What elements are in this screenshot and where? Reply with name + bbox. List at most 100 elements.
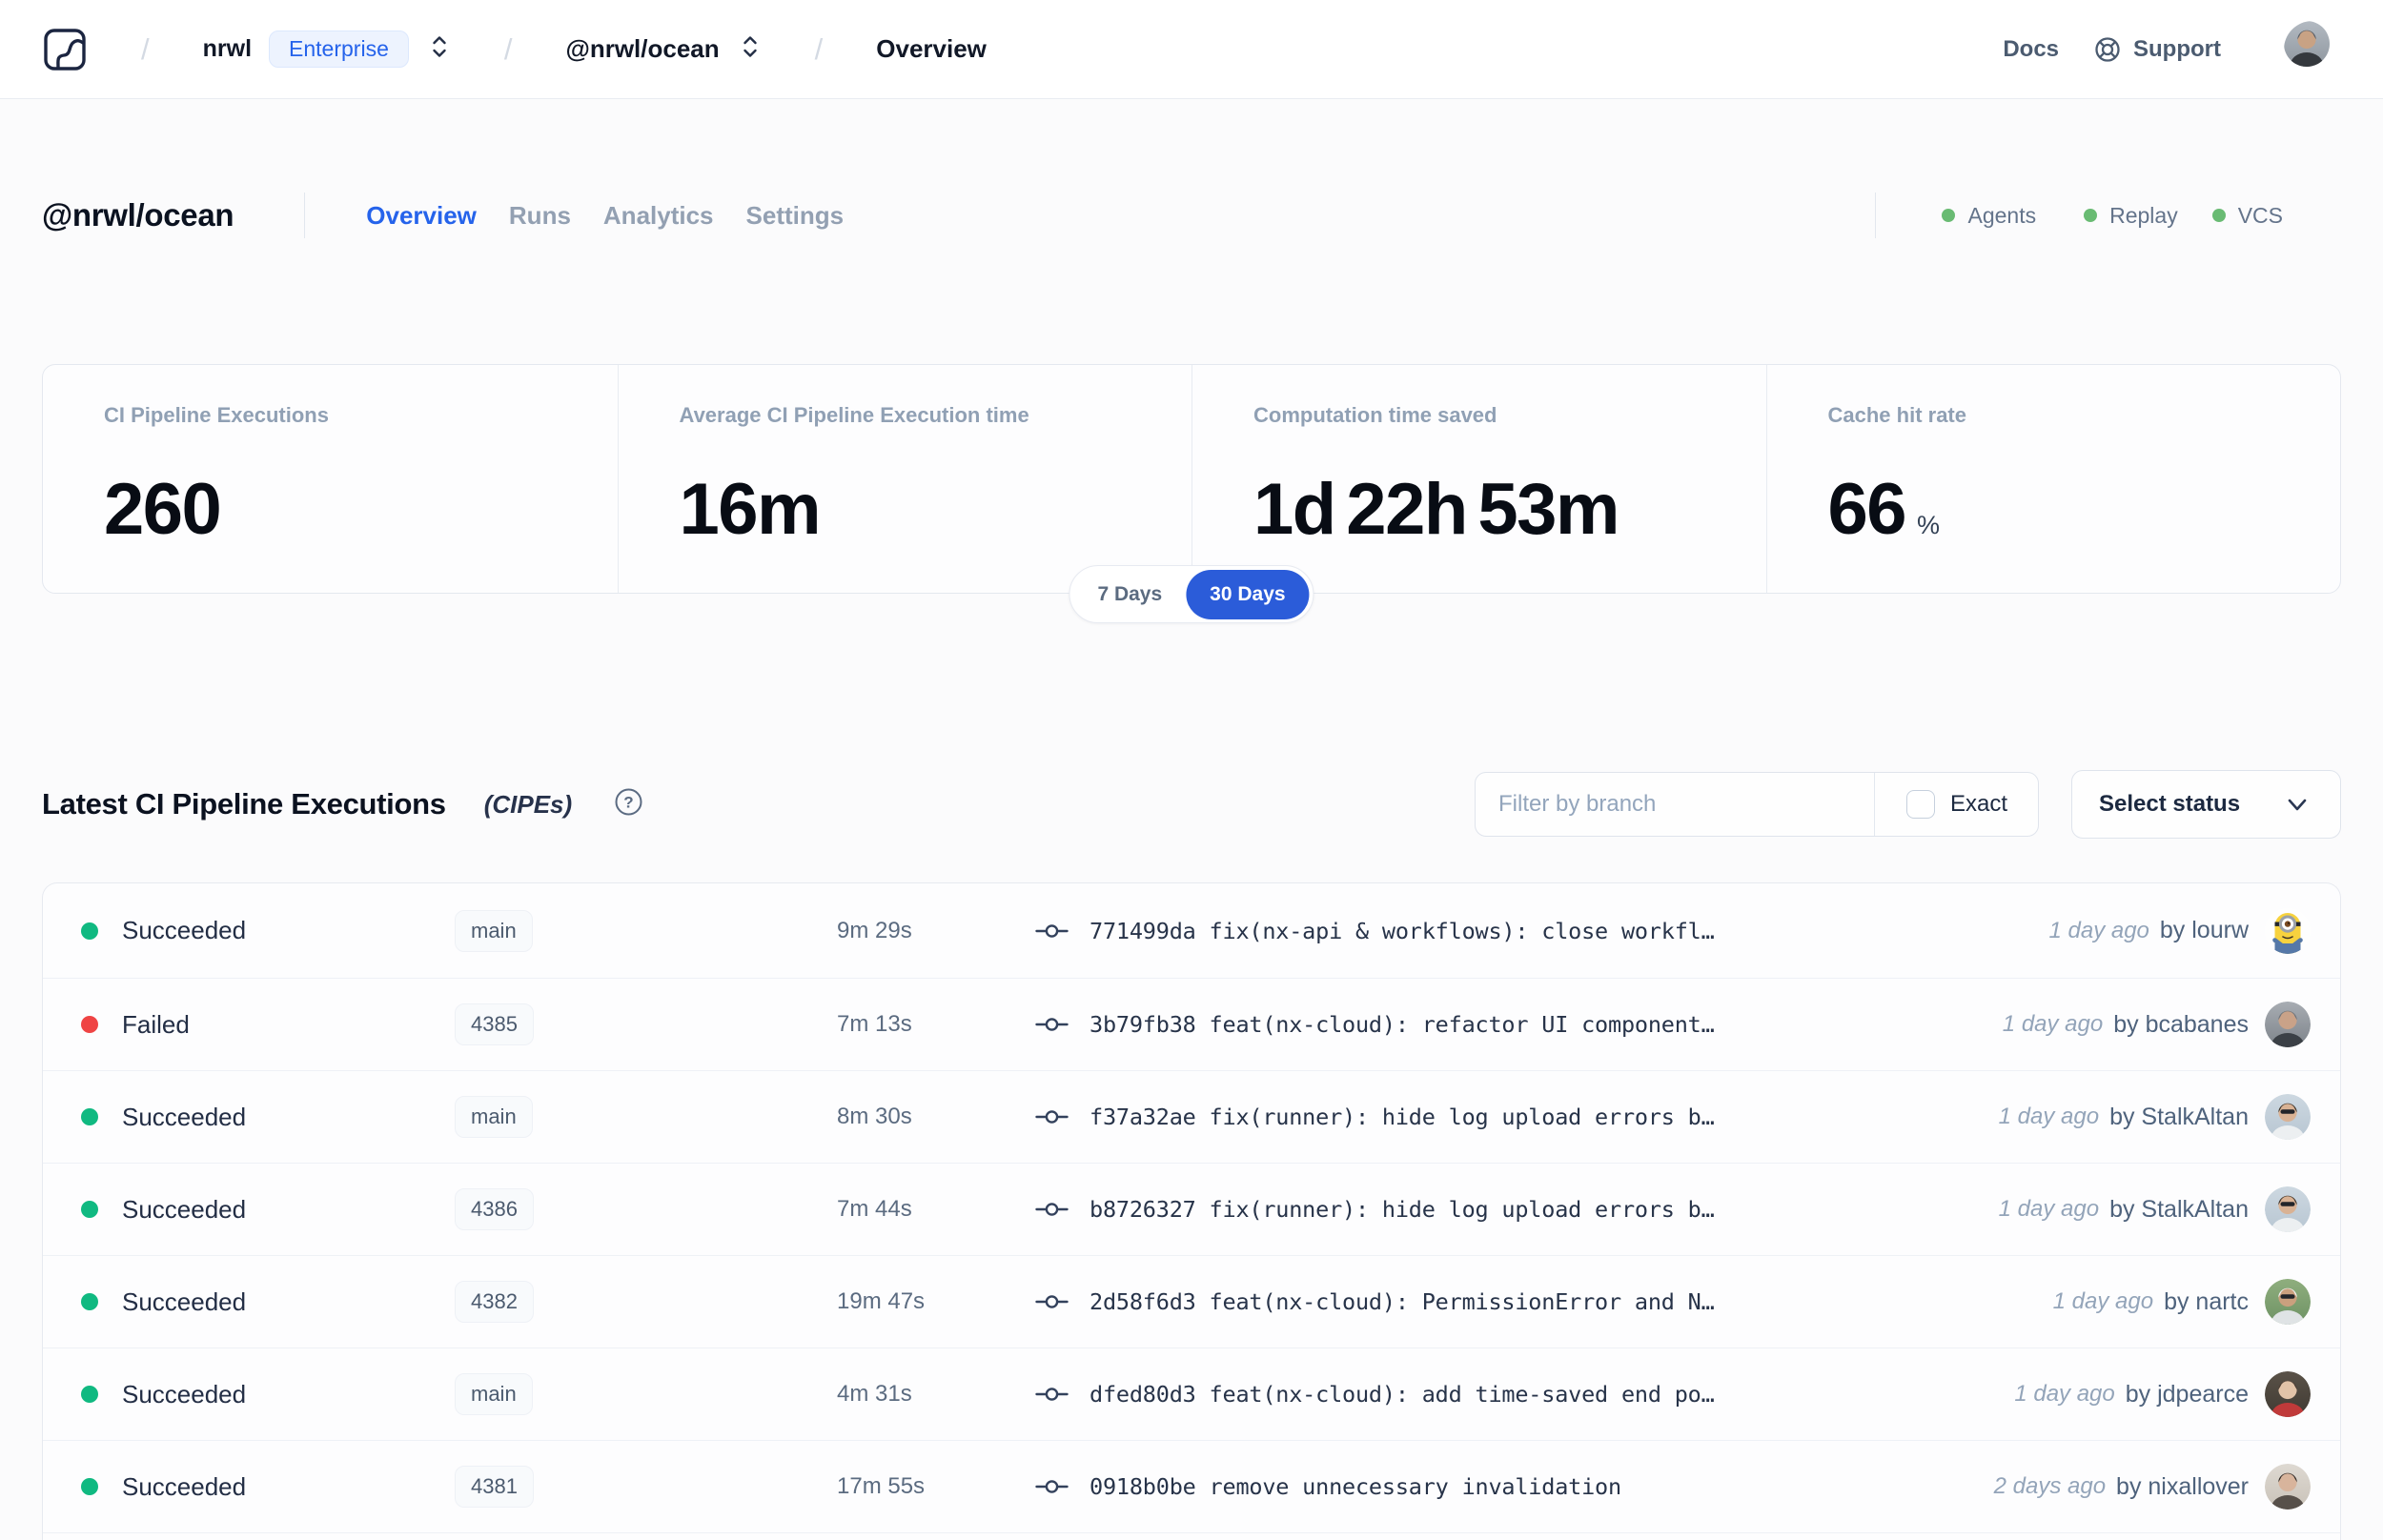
workspace-header: @nrwl/ocean Overview Runs Analytics Sett… <box>42 187 2341 244</box>
table-row[interactable]: Succeeded main 4m 31s dfed80d3 feat(nx-c… <box>43 1348 2340 1441</box>
run-time-ago: 2 days ago <box>1993 1473 2107 1499</box>
stat-cache-hit-rate: Cache hit rate 66% <box>1765 365 2341 593</box>
support-link-wrap[interactable]: Support <box>2093 35 2221 64</box>
branch-chip[interactable]: 4386 <box>455 1188 534 1230</box>
commit-text[interactable]: b8726327 fix(runner): hide log upload er… <box>1090 1196 1715 1223</box>
table-row[interactable]: Succeeded 4386 7m 44s b8726327 fix(runne… <box>43 1164 2340 1256</box>
run-meta-cell: 1 day ago by StalkAltan <box>1999 1186 2311 1232</box>
org-switcher-chevron-icon[interactable] <box>428 32 451 66</box>
run-duration: 19m 47s <box>837 1288 926 1314</box>
workspace-title: @nrwl/ocean <box>42 197 234 233</box>
green-dot-icon <box>1942 209 1956 222</box>
branch-chip[interactable]: 4382 <box>455 1281 534 1323</box>
range-30-days[interactable]: 30 Days <box>1186 569 1310 619</box>
breadcrumb: / nrwl Enterprise / @nrwl/ocean / Overvi… <box>42 27 987 72</box>
run-time-ago: 1 day ago <box>2002 1011 2104 1037</box>
run-branch-cell: 4381 <box>455 1466 837 1508</box>
git-commit-icon <box>1035 1295 1069 1308</box>
author-avatar[interactable] <box>2265 1002 2311 1047</box>
run-author: by nixallover <box>2116 1472 2249 1500</box>
commit-text[interactable]: dfed80d3 feat(nx-cloud): add time-saved … <box>1090 1381 1715 1408</box>
workspace-switcher-chevron-icon[interactable] <box>739 32 762 66</box>
run-status-cell: Succeeded <box>81 1103 455 1132</box>
run-commit-cell: f37a32ae fix(runner): hide log upload er… <box>1035 1104 1715 1130</box>
table-row[interactable]: Succeeded 4381 17m 55s 0918b0be remove u… <box>43 1441 2340 1533</box>
commit-text[interactable]: 3b79fb38 feat(nx-cloud): refactor UI com… <box>1090 1011 1715 1038</box>
branch-chip[interactable]: main <box>455 1373 533 1415</box>
git-commit-icon <box>1035 1480 1069 1493</box>
run-duration: 8m 30s <box>837 1104 912 1129</box>
tab-analytics[interactable]: Analytics <box>602 200 714 230</box>
table-row[interactable]: Succeeded 4382 19m 47s 2d58f6d3 feat(nx-… <box>43 1256 2340 1348</box>
stat-average-execution-time: Average CI Pipeline Execution time 16m <box>617 365 1192 593</box>
commit-text[interactable]: 2d58f6d3 feat(nx-cloud): PermissionError… <box>1090 1288 1715 1315</box>
status-select-dropdown[interactable]: Select status <box>2071 770 2341 839</box>
percent-unit: % <box>1917 511 1941 539</box>
run-duration: 17m 55s <box>837 1473 926 1499</box>
support-link[interactable]: Support <box>2133 35 2221 62</box>
cipe-controls: Exact Select status <box>1475 770 2341 839</box>
run-status-cell: Succeeded <box>81 1472 455 1502</box>
branch-filter-input[interactable] <box>1476 773 1874 836</box>
status-agents[interactable]: Agents <box>1942 203 2036 229</box>
branch-chip[interactable]: 4385 <box>455 1003 534 1045</box>
status-dot-icon <box>81 1016 98 1033</box>
run-branch-cell: 4382 <box>455 1281 837 1323</box>
table-row[interactable]: Succeeded main 9m 29s 771499da fix(nx-ap… <box>43 883 2340 979</box>
breadcrumb-workspace[interactable]: @nrwl/ocean <box>565 34 720 63</box>
run-commit-cell: 2d58f6d3 feat(nx-cloud): PermissionError… <box>1035 1288 1715 1315</box>
stat-computation-time-saved: Computation time saved 1d 22h 53m <box>1192 365 1766 593</box>
run-status-cell: Succeeded <box>81 1287 455 1317</box>
run-status-cell: Succeeded <box>81 916 455 945</box>
nx-cloud-logo-icon[interactable] <box>42 27 88 72</box>
run-time-ago: 1 day ago <box>2048 917 2149 943</box>
status-vcs[interactable]: VCS <box>2211 203 2283 229</box>
help-icon[interactable]: ? <box>614 787 643 821</box>
exact-checkbox[interactable] <box>1905 790 1935 819</box>
run-meta-cell: 1 day ago by lourw <box>2048 907 2311 954</box>
run-time-ago: 1 day ago <box>2052 1288 2154 1314</box>
cipe-table: Succeeded main 9m 29s 771499da fix(nx-ap… <box>42 882 2341 1540</box>
range-7-days[interactable]: 7 Days <box>1097 582 1163 605</box>
commit-text[interactable]: 0918b0be remove unnecessary invalidation <box>1090 1473 1621 1500</box>
branch-chip[interactable]: 4381 <box>455 1466 534 1508</box>
author-avatar[interactable] <box>2265 907 2311 954</box>
green-dot-icon <box>2084 209 2098 222</box>
run-meta-cell: 2 days ago by nixallover <box>1994 1464 2311 1510</box>
run-duration: 4m 31s <box>837 1381 912 1407</box>
tab-runs[interactable]: Runs <box>508 200 571 230</box>
author-avatar[interactable] <box>2265 1371 2311 1417</box>
author-avatar[interactable] <box>2265 1279 2311 1325</box>
exact-checkbox-label: Exact <box>1949 791 2007 817</box>
stats-card: CI Pipeline Executions 260 Average CI Pi… <box>42 364 2341 594</box>
tab-overview[interactable]: Overview <box>366 200 477 230</box>
stat-ci-pipeline-executions: CI Pipeline Executions 260 <box>104 403 329 550</box>
exact-filter-zone: Exact <box>1873 773 2038 836</box>
author-avatar[interactable] <box>2265 1094 2311 1140</box>
commit-text[interactable]: f37a32ae fix(runner): hide log upload er… <box>1090 1104 1715 1130</box>
tab-settings[interactable]: Settings <box>745 200 845 230</box>
breadcrumb-org[interactable]: nrwl <box>202 35 253 62</box>
run-author: by jdpearce <box>2125 1380 2249 1408</box>
branch-chip[interactable]: main <box>455 1096 533 1138</box>
table-row[interactable]: Failed 4385 7m 13s 3b79fb38 feat(nx-clou… <box>43 979 2340 1071</box>
run-commit-cell: 0918b0be remove unnecessary invalidation <box>1035 1473 1621 1500</box>
run-duration: 9m 29s <box>837 917 912 943</box>
user-avatar[interactable] <box>2284 20 2341 78</box>
run-branch-cell: main <box>455 909 837 952</box>
git-commit-icon <box>1035 1203 1069 1216</box>
run-commit-cell: 3b79fb38 feat(nx-cloud): refactor UI com… <box>1035 1011 1715 1038</box>
status-replay[interactable]: Replay <box>2084 203 2178 229</box>
breadcrumb-page: Overview <box>876 34 987 63</box>
run-commit-cell: b8726327 fix(runner): hide log upload er… <box>1035 1196 1715 1223</box>
run-meta-cell: 1 day ago by nartc <box>2053 1279 2311 1325</box>
table-row[interactable]: Succeeded main 8m 30s f37a32ae fix(runne… <box>43 1071 2340 1164</box>
author-avatar[interactable] <box>2265 1186 2311 1232</box>
docs-link[interactable]: Docs <box>2003 35 2060 62</box>
green-dot-icon <box>2211 209 2226 222</box>
commit-text[interactable]: 771499da fix(nx-api & workflows): close … <box>1090 917 1715 944</box>
branch-chip[interactable]: main <box>455 909 533 952</box>
run-meta-cell: 1 day ago by StalkAltan <box>1999 1094 2311 1140</box>
author-avatar[interactable] <box>2265 1464 2311 1510</box>
system-status-indicators: Agents Replay VCS <box>1875 192 2341 238</box>
